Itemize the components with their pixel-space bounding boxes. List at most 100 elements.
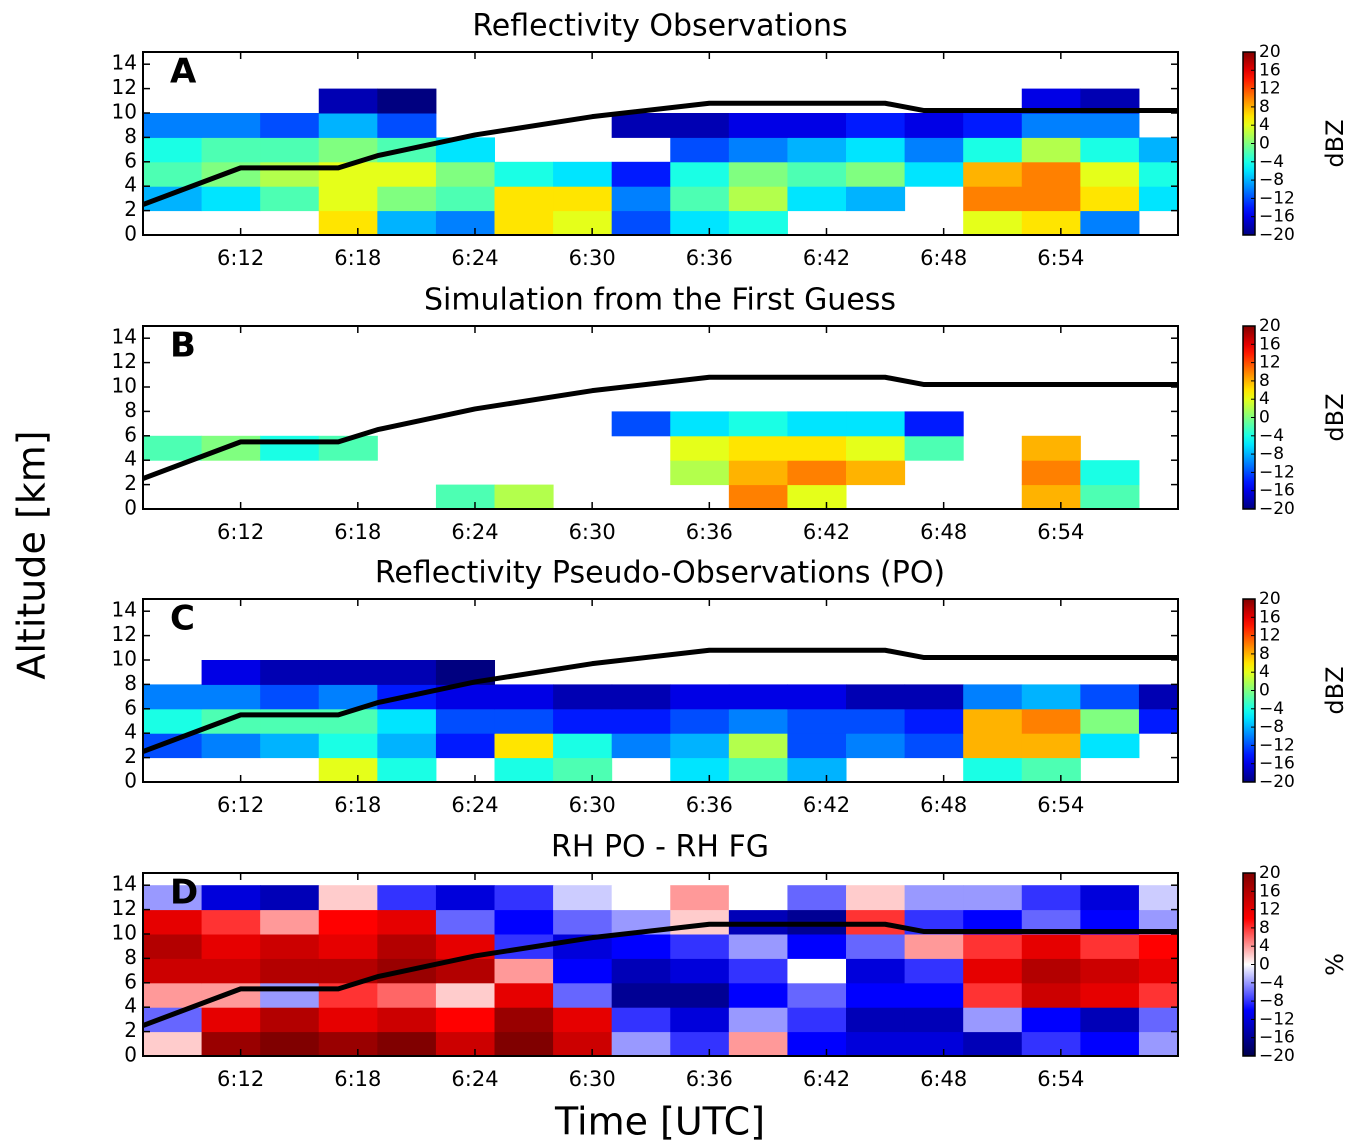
colorbar-tick-label: −20	[1259, 772, 1295, 792]
heatmap-cell	[846, 1007, 906, 1033]
x-tick-label: 6:42	[803, 520, 850, 544]
heatmap-cell	[846, 708, 906, 734]
heatmap-cell	[201, 958, 261, 984]
panel-title: RH PO - RH FG	[551, 830, 769, 865]
x-tick-label: 6:24	[451, 520, 498, 544]
heatmap-cell	[728, 733, 788, 759]
panel-label: A	[170, 52, 197, 92]
x-tick-label: 6:24	[451, 246, 498, 270]
heatmap-cell	[1080, 484, 1140, 509]
heatmap-cell	[377, 708, 437, 734]
heatmap-cell	[553, 982, 613, 1008]
colorbar-tick-label: 4	[1259, 115, 1270, 135]
heatmap-cell	[318, 885, 378, 911]
heatmap-cell	[670, 1031, 730, 1056]
y-tick-label: 8	[124, 398, 137, 422]
heatmap-cell	[611, 1007, 671, 1033]
colorbar-tick-label: −16	[1259, 1028, 1295, 1048]
heatmap-cell	[963, 186, 1023, 212]
colorbar-tick-label: −8	[1259, 444, 1284, 464]
heatmap-cell	[611, 708, 671, 734]
colorbar-tick-label: −16	[1259, 754, 1295, 774]
heatmap-cell	[611, 113, 671, 138]
heatmap-cell	[611, 733, 671, 759]
heatmap-cell	[494, 210, 554, 235]
heatmap-cell	[494, 484, 554, 509]
heatmap-cell	[143, 934, 203, 959]
heatmap-cell	[728, 210, 788, 235]
x-tick-label: 6:36	[686, 520, 733, 544]
heatmap-cell	[846, 186, 906, 212]
colorbar-tick-label: 8	[1259, 918, 1270, 938]
heatmap-cell	[377, 733, 437, 759]
colorbar-tick-label: −4	[1259, 699, 1284, 719]
heatmap-cell	[318, 113, 378, 138]
heatmap-cell	[787, 137, 847, 163]
heatmap-cell	[1021, 210, 1081, 235]
plot-frame	[142, 872, 1179, 1057]
colorbar-tick-label: 4	[1259, 936, 1270, 956]
colorbar-tick-label: −12	[1259, 188, 1295, 208]
panel-title: Simulation from the First Guess	[424, 283, 896, 318]
x-tick-label: 6:18	[334, 793, 381, 817]
heatmap-cell	[904, 684, 964, 710]
heatmap-cell	[553, 1031, 613, 1056]
heatmap-cell	[1138, 684, 1178, 710]
heatmap-cell	[728, 958, 788, 984]
panel-title: Reflectivity Observations	[472, 9, 847, 44]
y-tick-label: 14	[112, 325, 137, 349]
y-tick-label: 4	[124, 994, 137, 1018]
x-tick-label: 6:24	[451, 793, 498, 817]
heatmap-cell	[1021, 982, 1081, 1008]
heatmap-cell	[728, 484, 788, 509]
heatmap-cell	[260, 1031, 320, 1056]
x-tick-label: 6:12	[217, 246, 264, 270]
heatmap-cell	[670, 186, 730, 212]
heatmap-cell	[377, 161, 437, 187]
heatmap-cell	[494, 757, 554, 782]
heatmap-cell	[435, 210, 496, 235]
x-tick-label: 6:42	[803, 1067, 850, 1091]
heatmap-cell	[611, 934, 671, 959]
heatmap-cell	[963, 982, 1023, 1008]
colorbar-tick-label: 12	[1259, 353, 1281, 373]
heatmap-cell	[846, 733, 906, 759]
heatmap-cell	[318, 1007, 378, 1033]
heatmap-cell	[318, 1031, 378, 1056]
heatmap-cell	[846, 934, 906, 959]
heatmap-cell	[1021, 186, 1081, 212]
heatmap-cell	[1021, 733, 1081, 759]
heatmap-cell	[728, 435, 788, 461]
heatmap-cell	[846, 982, 906, 1008]
heatmap-cell	[260, 934, 320, 959]
heatmap-cell	[904, 411, 964, 437]
colorbar-tick-label: −16	[1259, 481, 1295, 501]
heatmap-cell	[494, 733, 554, 759]
y-tick-label: 0	[124, 496, 137, 520]
heatmap-cell	[1080, 733, 1140, 759]
heatmap-cell	[670, 757, 730, 782]
heatmap-cell	[846, 885, 906, 911]
heatmap-cell	[435, 1007, 496, 1033]
heatmap-cell	[670, 210, 730, 235]
heatmap-cell	[1080, 708, 1140, 734]
colorbar-tick-label: 12	[1259, 900, 1281, 920]
heatmap-cell	[1021, 708, 1081, 734]
heatmap-cell	[377, 113, 437, 138]
heatmap-cell	[787, 708, 847, 734]
colorbar-tick-label: 20	[1259, 42, 1281, 62]
heatmap-cell	[1080, 958, 1140, 984]
colorbar-tick-label: −4	[1259, 426, 1284, 446]
y-tick-label: 12	[112, 622, 137, 646]
y-tick-label: 0	[124, 769, 137, 793]
heatmap-cell	[963, 684, 1023, 710]
colorbar-label: dBZ	[1321, 666, 1349, 714]
colorbar-tick-label: 0	[1259, 134, 1270, 154]
x-tick-label: 6:12	[217, 793, 264, 817]
heatmap-cell	[553, 909, 613, 935]
heatmap-cell	[260, 1007, 320, 1033]
heatmap-cell	[728, 982, 788, 1008]
panel-title: Reflectivity Pseudo-Observations (PO)	[375, 556, 945, 591]
heatmap-cell	[846, 684, 906, 710]
heatmap-cell	[143, 684, 203, 710]
